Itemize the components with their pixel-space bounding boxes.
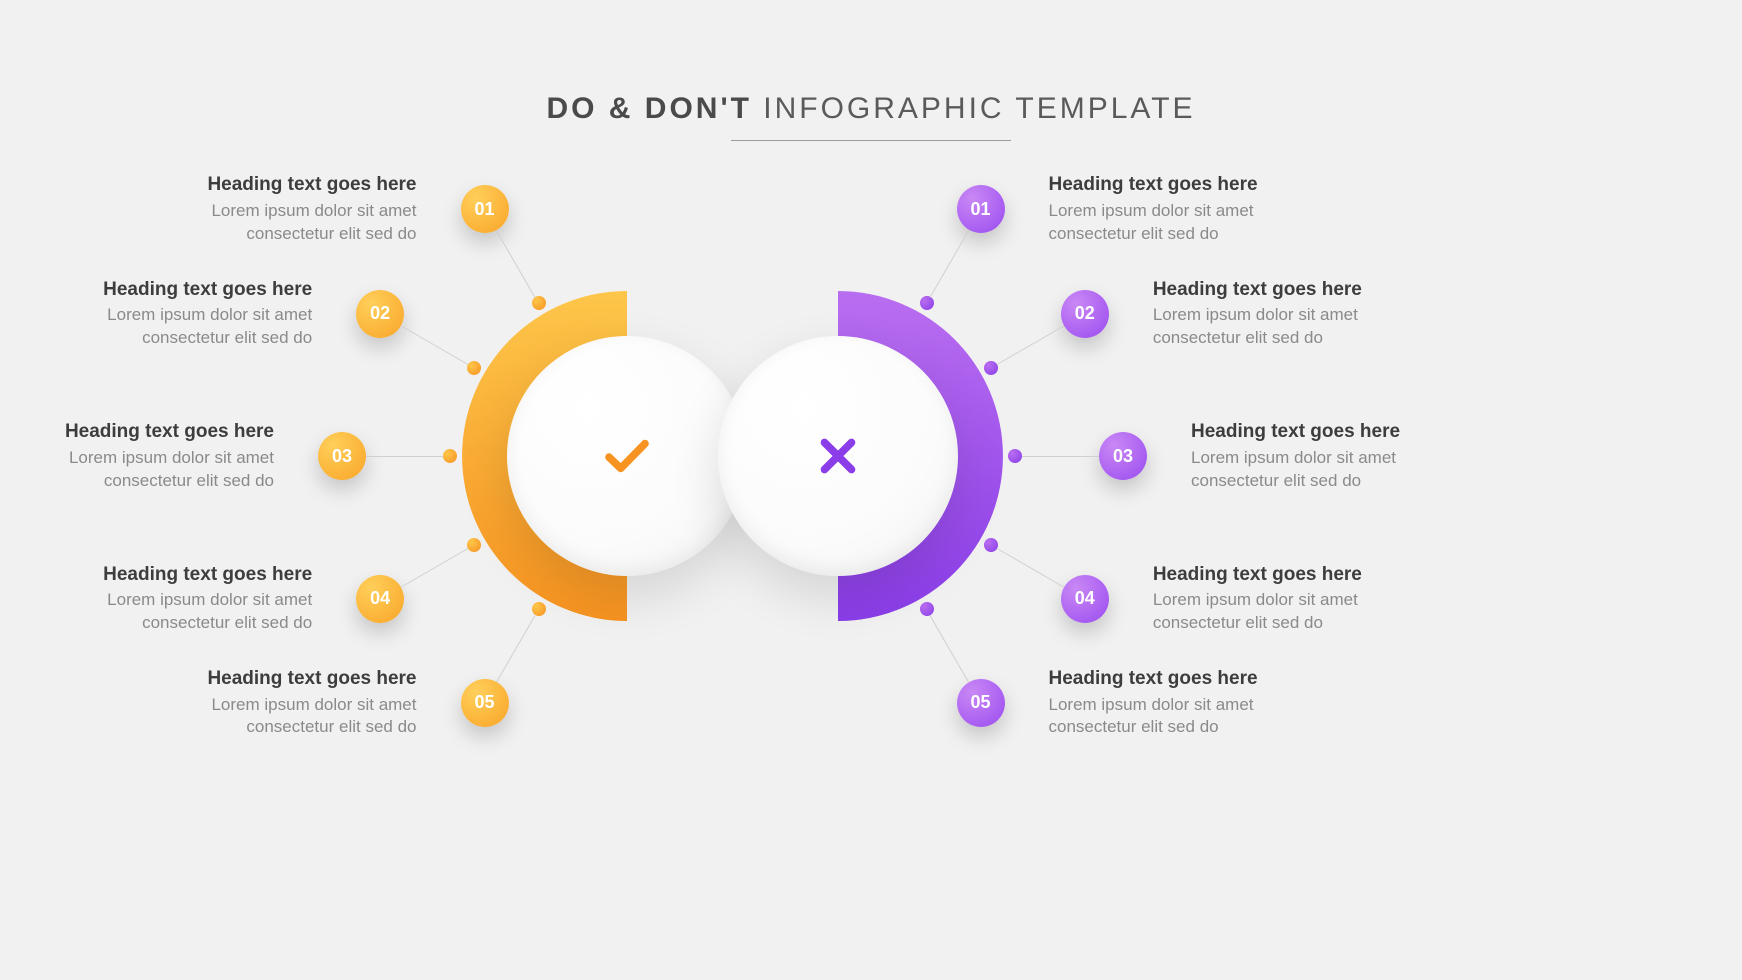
badge-number: 01 [970,199,990,220]
item-heading: Heading text goes here [1191,420,1511,445]
dont-badge-3: 03 [1099,432,1147,480]
item-body: Lorem ipsum dolor sit ametconsectetur el… [1049,200,1369,246]
badge-number: 05 [474,692,494,713]
connector [997,326,1064,365]
dont-badge-2: 02 [1061,290,1109,338]
dont-dot-4 [984,538,998,552]
item-heading: Heading text goes here [0,563,312,588]
do-badge-1: 01 [461,185,509,233]
badge-number: 04 [370,588,390,609]
do-item-1: Heading text goes hereLorem ipsum dolor … [97,173,417,246]
badge-number: 02 [1075,303,1095,324]
connector [496,616,535,683]
connector [930,230,969,297]
do-badge-3: 03 [318,432,366,480]
dont-item-1: Heading text goes hereLorem ipsum dolor … [1049,173,1369,246]
dont-badge-5: 05 [957,679,1005,727]
do-badge-2: 02 [356,290,404,338]
connector [401,326,468,365]
item-body: Lorem ipsum dolor sit ametconsectetur el… [97,200,417,246]
item-body: Lorem ipsum dolor sit ametconsectetur el… [0,447,274,493]
do-hub [507,336,747,576]
item-heading: Heading text goes here [0,420,274,445]
do-dot-3 [443,449,457,463]
item-heading: Heading text goes here [1049,173,1369,198]
item-body: Lorem ipsum dolor sit ametconsectetur el… [1153,304,1473,350]
item-heading: Heading text goes here [1153,563,1473,588]
dont-dot-3 [1008,449,1022,463]
do-badge-4: 04 [356,575,404,623]
badge-number: 03 [332,446,352,467]
item-heading: Heading text goes here [97,173,417,198]
badge-number: 01 [474,199,494,220]
badge-number: 04 [1075,588,1095,609]
do-dot-4 [467,538,481,552]
item-body: Lorem ipsum dolor sit ametconsectetur el… [1153,589,1473,635]
badge-number: 05 [970,692,990,713]
do-dot-1 [532,296,546,310]
item-body: Lorem ipsum dolor sit ametconsectetur el… [97,694,417,740]
do-item-5: Heading text goes hereLorem ipsum dolor … [97,667,417,740]
connector [496,230,535,297]
item-body: Lorem ipsum dolor sit ametconsectetur el… [1049,694,1369,740]
dont-dot-1 [920,296,934,310]
do-item-2: Heading text goes hereLorem ipsum dolor … [0,278,312,351]
item-heading: Heading text goes here [1049,667,1369,692]
connector [997,548,1064,587]
do-item-3: Heading text goes hereLorem ipsum dolor … [0,420,274,493]
dont-item-5: Heading text goes hereLorem ipsum dolor … [1049,667,1369,740]
do-dot-5 [532,602,546,616]
infographic-stage: 01Heading text goes hereLorem ipsum dolo… [0,0,1742,980]
item-body: Lorem ipsum dolor sit ametconsectetur el… [0,589,312,635]
item-body: Lorem ipsum dolor sit ametconsectetur el… [0,304,312,350]
dont-badge-4: 04 [1061,575,1109,623]
dont-item-4: Heading text goes hereLorem ipsum dolor … [1153,563,1473,636]
do-dot-2 [467,361,481,375]
badge-number: 03 [1113,446,1133,467]
connector [930,616,969,683]
do-item-4: Heading text goes hereLorem ipsum dolor … [0,563,312,636]
check-icon [600,429,654,483]
cross-icon [811,429,865,483]
connector [401,548,468,587]
dont-item-3: Heading text goes hereLorem ipsum dolor … [1191,420,1511,493]
item-body: Lorem ipsum dolor sit ametconsectetur el… [1191,447,1511,493]
item-heading: Heading text goes here [97,667,417,692]
dont-item-2: Heading text goes hereLorem ipsum dolor … [1153,278,1473,351]
dont-dot-5 [920,602,934,616]
dont-hub [718,336,958,576]
do-badge-5: 05 [461,679,509,727]
item-heading: Heading text goes here [1153,278,1473,303]
badge-number: 02 [370,303,390,324]
dont-badge-1: 01 [957,185,1005,233]
item-heading: Heading text goes here [0,278,312,303]
connector [1022,456,1099,457]
dont-dot-2 [984,361,998,375]
connector [366,456,443,457]
